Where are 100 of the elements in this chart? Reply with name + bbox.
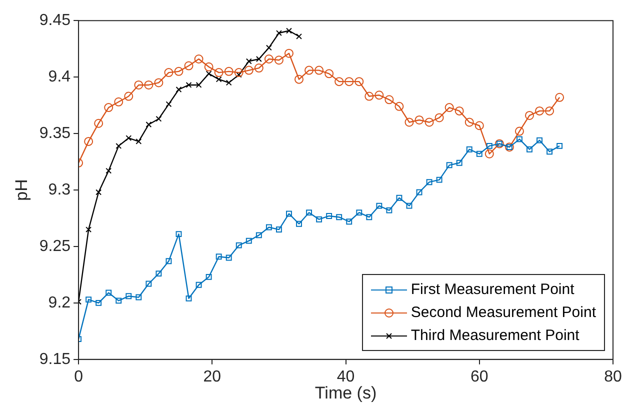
x-tick-label: 60	[470, 368, 488, 386]
point	[126, 135, 132, 142]
point	[514, 126, 524, 136]
point	[424, 118, 434, 127]
point	[306, 210, 312, 216]
point	[364, 92, 374, 101]
point	[276, 226, 282, 232]
point	[166, 101, 172, 108]
point	[334, 77, 344, 86]
x-tick-label: 80	[604, 368, 622, 386]
point	[244, 66, 254, 75]
point	[156, 270, 162, 277]
point	[106, 168, 112, 174]
y-tick-label: 9.45	[39, 12, 71, 30]
point	[304, 66, 314, 75]
point	[545, 106, 554, 116]
point	[524, 110, 534, 120]
point	[384, 95, 394, 104]
point	[164, 68, 174, 78]
point	[184, 61, 194, 70]
y-tick-label: 9.15	[39, 350, 71, 368]
point	[216, 76, 222, 82]
point	[484, 149, 494, 158]
point	[86, 296, 92, 303]
point	[116, 298, 122, 304]
point	[226, 80, 232, 86]
point	[276, 30, 282, 36]
legend-label: First Measurement Point	[410, 280, 574, 300]
point	[404, 118, 414, 127]
point	[416, 189, 422, 196]
legend-label: Third Measurement Point	[410, 326, 580, 346]
x-axis-title: Time (s)	[314, 383, 377, 402]
point	[196, 282, 202, 288]
point	[296, 33, 302, 40]
point	[264, 54, 274, 64]
point	[314, 66, 324, 75]
point	[116, 142, 122, 149]
point	[366, 214, 372, 220]
point	[535, 106, 544, 116]
point	[374, 90, 384, 100]
point	[456, 160, 462, 166]
point	[286, 210, 292, 217]
point	[266, 44, 272, 51]
point	[86, 226, 92, 232]
point	[146, 122, 152, 128]
point	[104, 103, 114, 112]
point	[126, 293, 132, 300]
point	[326, 213, 332, 219]
point	[206, 274, 212, 280]
point	[464, 118, 474, 127]
point	[114, 97, 124, 106]
point	[266, 224, 272, 230]
point	[354, 77, 364, 86]
point	[556, 142, 563, 149]
point	[284, 48, 294, 58]
point	[406, 202, 412, 209]
point	[474, 121, 484, 130]
point	[134, 80, 144, 90]
point	[174, 66, 184, 76]
point	[434, 113, 444, 122]
point	[436, 176, 442, 183]
point	[246, 238, 252, 244]
point	[274, 56, 284, 65]
point	[316, 216, 322, 222]
point	[214, 68, 224, 78]
point	[486, 142, 492, 149]
y-tick-label: 9.4	[48, 68, 71, 86]
point	[356, 210, 362, 216]
point	[204, 62, 214, 72]
point	[154, 78, 164, 88]
point	[376, 202, 382, 209]
point	[344, 77, 354, 86]
point	[516, 136, 522, 142]
point	[386, 207, 392, 214]
y-axis-title: pH	[12, 179, 31, 201]
point	[394, 102, 404, 111]
point	[124, 92, 134, 101]
point	[324, 69, 334, 78]
point	[216, 254, 222, 260]
point	[346, 218, 352, 225]
point	[396, 194, 402, 201]
x-tick-label: 20	[203, 368, 222, 386]
point	[446, 162, 452, 168]
y-tick-label: 9.3	[48, 181, 71, 198]
point	[186, 295, 192, 302]
point	[226, 254, 232, 261]
x-tick-label: 0	[74, 368, 84, 386]
y-tick-label: 9.35	[39, 124, 71, 142]
point	[84, 136, 94, 146]
point	[136, 138, 142, 144]
point	[256, 232, 262, 238]
point	[296, 220, 302, 227]
point	[555, 92, 564, 102]
point	[194, 54, 204, 64]
point	[166, 258, 172, 264]
point	[414, 115, 424, 124]
point	[254, 64, 264, 73]
point	[526, 146, 532, 152]
y-tick-label: 9.2	[48, 294, 71, 312]
point	[176, 86, 182, 92]
